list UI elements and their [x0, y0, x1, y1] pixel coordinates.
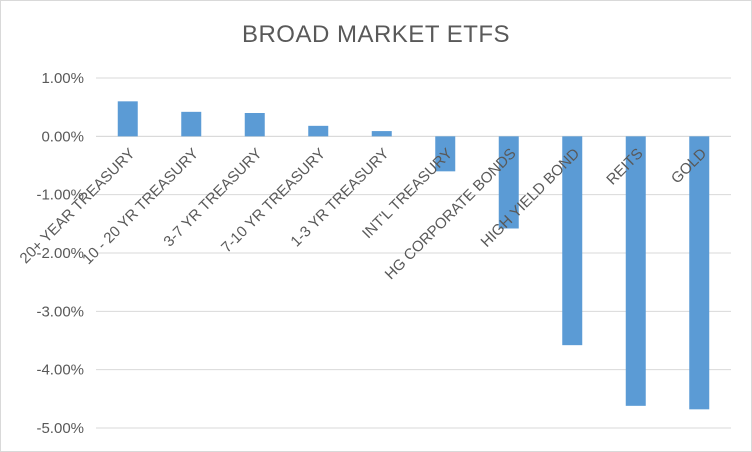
- bar: [371, 131, 392, 137]
- y-tick-label: -1.00%: [36, 187, 84, 204]
- bar: [244, 113, 265, 137]
- bar: [498, 136, 519, 229]
- y-tick-label: -4.00%: [36, 362, 84, 379]
- y-tick-label: -3.00%: [36, 303, 84, 320]
- bar: [625, 136, 646, 406]
- x-category-label: 10 - 20 YR TREASURY: [79, 145, 202, 268]
- bar: [689, 136, 710, 410]
- y-tick-label: -2.00%: [36, 245, 84, 262]
- chart-title: BROAD MARKET ETFS: [241, 21, 511, 48]
- bar: [308, 125, 329, 137]
- y-tick-label: 1.00%: [41, 70, 84, 87]
- y-tick-label: 0.00%: [41, 128, 84, 145]
- bar: [435, 136, 456, 172]
- y-tick-label: -5.00%: [36, 420, 84, 437]
- bar: [117, 101, 138, 137]
- x-category-label: 7-10 YR TREASURY: [218, 145, 329, 256]
- bar: [181, 111, 202, 137]
- bar: [562, 136, 583, 346]
